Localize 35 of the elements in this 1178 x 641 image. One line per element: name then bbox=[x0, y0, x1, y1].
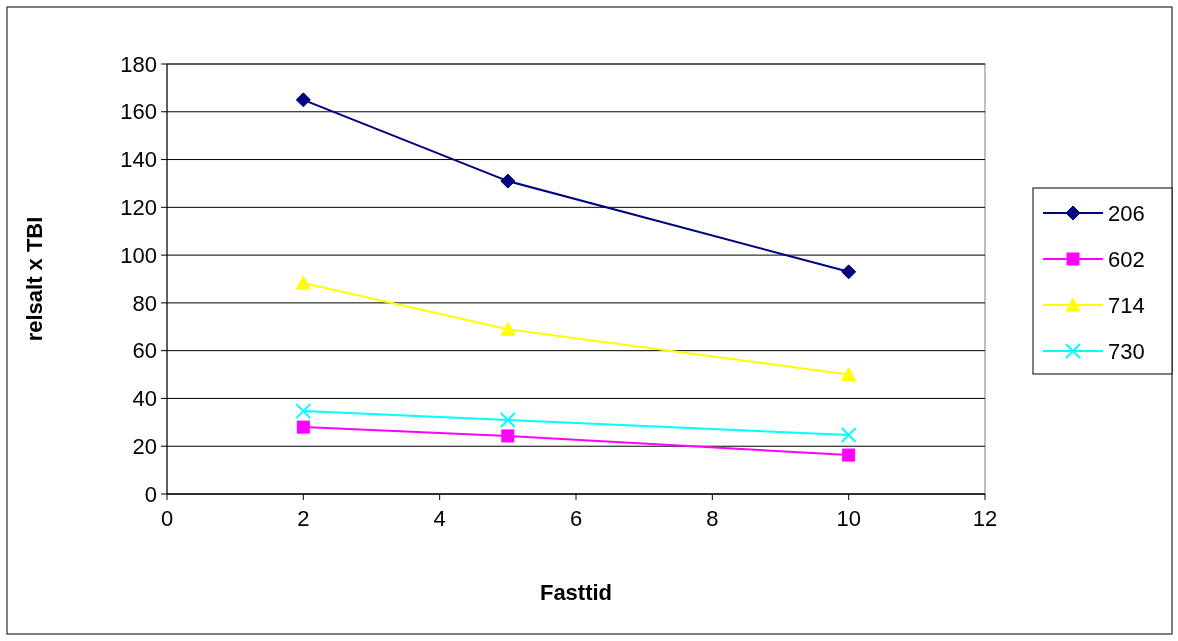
legend-label: 602 bbox=[1108, 246, 1145, 272]
y-tick-label: 0 bbox=[144, 481, 157, 507]
x-tick-label: 4 bbox=[433, 506, 446, 531]
point bbox=[840, 426, 857, 443]
point bbox=[500, 321, 516, 336]
point bbox=[296, 420, 310, 434]
point bbox=[499, 411, 516, 428]
point bbox=[841, 264, 857, 280]
y-tick-label: 120 bbox=[120, 195, 157, 221]
point bbox=[295, 403, 312, 420]
y-tick-label: 180 bbox=[120, 51, 157, 77]
y-tick-label: 100 bbox=[120, 242, 157, 268]
y-tick-label: 40 bbox=[132, 386, 157, 412]
x-tick-label: 10 bbox=[836, 506, 861, 531]
point bbox=[295, 275, 311, 290]
x-tick-label: 12 bbox=[972, 506, 998, 531]
legend-label: 206 bbox=[1108, 200, 1145, 226]
y-tick-label: 20 bbox=[132, 433, 157, 459]
legend-label: 714 bbox=[1108, 292, 1145, 318]
point bbox=[501, 429, 515, 443]
x-tick-label: 0 bbox=[160, 506, 174, 531]
y-tick-label: 160 bbox=[120, 99, 157, 125]
y-axis-title: relsalt x TBI bbox=[22, 216, 47, 342]
point bbox=[295, 92, 311, 108]
point bbox=[842, 448, 856, 462]
y-tick-label: 140 bbox=[120, 147, 157, 173]
legend-label: 730 bbox=[1108, 338, 1145, 364]
x-tick-label: 6 bbox=[569, 506, 583, 531]
y-tick-label: 80 bbox=[132, 290, 157, 316]
point bbox=[841, 367, 857, 382]
y-tick-label: 60 bbox=[132, 338, 157, 364]
point bbox=[500, 173, 516, 189]
x-tick-label: 8 bbox=[706, 506, 719, 531]
x-tick-label: 2 bbox=[297, 506, 310, 531]
x-axis-title: Fasttid bbox=[539, 580, 613, 605]
